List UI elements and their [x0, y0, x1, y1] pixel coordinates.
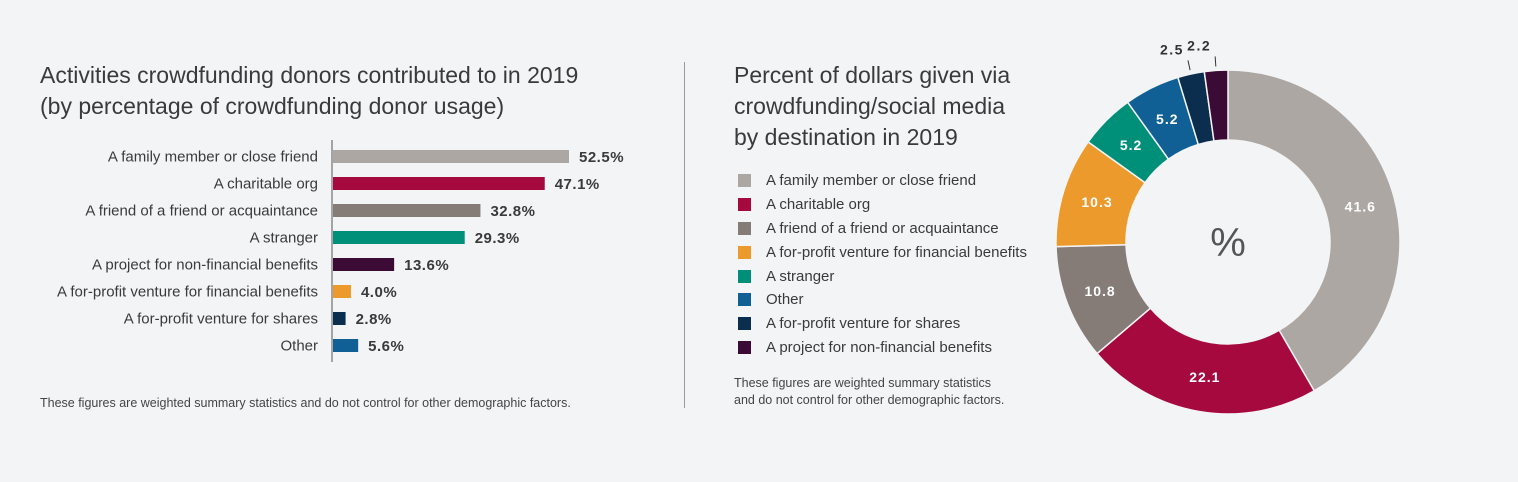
bar-value-label: 29.3% [475, 230, 520, 247]
legend-label: A charitable org [766, 196, 871, 214]
donut-chart-footnote: These figures are weighted summary stati… [734, 375, 1054, 409]
bar-value-label: 2.8% [356, 311, 392, 328]
bar-category-label: A charitable org [214, 176, 318, 193]
bar [333, 285, 351, 298]
bar-value-label: 47.1% [555, 176, 600, 193]
legend-item: A family member or close friend [738, 169, 1027, 193]
bar [333, 258, 395, 271]
donut-value-label: 2.2 [1187, 37, 1211, 53]
legend-swatch [738, 198, 751, 212]
donut-slice [1227, 69, 1401, 392]
legend-item: A project for non-financial benefits [738, 336, 1027, 360]
donut-leader-line [1214, 56, 1217, 67]
legend-label: A friend of a friend or acquaintance [766, 219, 999, 237]
bar-value-label: 32.8% [490, 203, 535, 220]
legend-label: A project for non-financial benefits [766, 338, 992, 356]
donut-legend: A family member or close friend A charita… [738, 169, 1027, 359]
legend-label: A for-profit venture for shares [766, 315, 961, 333]
bar [333, 312, 346, 325]
legend-swatch [738, 293, 751, 307]
donut-chart-title: Percent of dollars given via crowdfundin… [734, 60, 1074, 153]
donut-value-label: 5.2 [1156, 111, 1178, 127]
donut-slice [1096, 307, 1316, 415]
bar-chart-title-line-2: (by percentage of crowdfunding donor usa… [40, 93, 505, 119]
legend-label: A family member or close friend [766, 172, 977, 190]
bar-chart-footnote: These figures are weighted summary stati… [40, 396, 571, 410]
legend-swatch [738, 269, 751, 283]
donut-leader-line [1187, 60, 1191, 71]
bar-chart: A family member or close friend 52.5% A ch… [57, 140, 624, 362]
panel-divider [684, 62, 685, 408]
bar-value-label: 5.6% [368, 338, 404, 355]
donut-chart-title-line-3: by destination in 2019 [734, 124, 958, 150]
legend-swatch [738, 340, 751, 354]
bar [333, 204, 481, 217]
legend-label: A for-profit venture for financial benef… [766, 243, 1027, 261]
donut-footnote-line-2: and do not control for other demographic… [734, 393, 1005, 407]
donut-value-label: 2.5 [1160, 41, 1184, 57]
bar [333, 150, 569, 163]
bar-category-label: A friend of a friend or acquaintance [85, 203, 318, 220]
bar-category-label: A for-profit venture for financial benef… [57, 284, 318, 301]
donut-value-label: 41.6 [1345, 198, 1376, 214]
donut-chart-title-line-2: crowdfunding/social media [734, 93, 1006, 119]
bar [333, 339, 359, 352]
legend-item: Other [738, 288, 1027, 312]
legend-swatch [738, 245, 751, 259]
legend-swatch [738, 174, 751, 188]
bar-category-label: A family member or close friend [108, 149, 318, 166]
bar-category-label: A for-profit venture for shares [124, 311, 318, 328]
bar-category-label: A project for non-financial benefits [92, 257, 318, 274]
bar-chart-panel: Activities crowdfunding donors contribut… [0, 0, 680, 482]
donut-chart-title-line-1: Percent of dollars given via [734, 62, 1011, 88]
bar-chart-title: Activities crowdfunding donors contribut… [40, 60, 660, 122]
donut-chart: 41.6 22.1 10.8 10.3 5.2 5.2 2.5 2.2% [1055, 37, 1401, 415]
bar-category-label: Other [280, 338, 318, 355]
donut-center-label: % [1210, 221, 1246, 265]
donut-value-label: 10.3 [1081, 194, 1112, 210]
legend-label: A stranger [766, 267, 835, 285]
bar-value-label: 13.6% [404, 257, 449, 274]
donut-value-label: 10.8 [1084, 283, 1115, 299]
donut-slice [1203, 69, 1229, 142]
legend-item: A for-profit venture for shares [738, 312, 1027, 336]
bar-value-label: 4.0% [361, 284, 397, 301]
legend-item: A charitable org [738, 193, 1027, 217]
legend-swatch [738, 317, 751, 331]
donut-chart-panel: Percent of dollars given via crowdfundin… [686, 0, 1518, 482]
bar-category-label: A stranger [250, 230, 318, 247]
legend-item: A for-profit venture for financial benef… [738, 240, 1027, 264]
legend-label: Other [766, 291, 804, 309]
donut-footnote-line-1: These figures are weighted summary stati… [734, 376, 992, 390]
legend-swatch [738, 221, 751, 235]
donut-value-label: 5.2 [1120, 137, 1142, 153]
bar [333, 231, 465, 244]
bar-value-label: 52.5% [579, 149, 624, 166]
bar-chart-title-line-1: Activities crowdfunding donors contribut… [40, 62, 579, 88]
legend-item: A friend of a friend or acquaintance [738, 217, 1027, 241]
legend-item: A stranger [738, 264, 1027, 288]
donut-value-label: 22.1 [1189, 369, 1220, 385]
bar [333, 177, 545, 190]
